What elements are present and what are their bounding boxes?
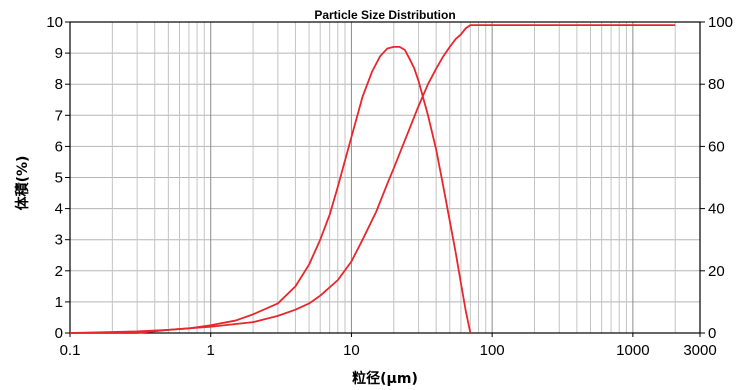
y2-tick-label: 60 — [708, 138, 725, 155]
grid-lines — [70, 22, 700, 333]
x-axis: 0.1 1 10 100 1000 3000 — [60, 333, 717, 359]
y-tick-label: 0 — [55, 325, 63, 342]
x-tick-label: 3000 — [683, 342, 716, 359]
y-tick-label: 10 — [46, 14, 63, 31]
y-tick-label: 7 — [55, 107, 63, 124]
y-tick-label: 4 — [55, 201, 63, 218]
x-tick-label: 100 — [480, 342, 505, 359]
y-axis-label: 体積(%) — [14, 156, 31, 211]
y2-tick-label: 80 — [708, 76, 725, 93]
y2-tick-label: 20 — [708, 263, 725, 280]
chart-title: Particle Size Distribution — [314, 8, 455, 22]
y-tick-label: 6 — [55, 138, 63, 155]
y-axis: 0 1 2 3 4 5 6 7 8 9 10 — [46, 14, 70, 342]
y2-axis: 0 20 40 60 80 100 — [700, 14, 733, 342]
y-tick-label: 5 — [55, 170, 63, 187]
cumulative-series-line — [69, 24, 676, 334]
x-axis-label: 粒径(μm) — [352, 370, 418, 387]
y-tick-label: 1 — [55, 294, 63, 311]
series-group — [69, 24, 676, 334]
y-tick-label: 9 — [55, 45, 63, 62]
x-tick-label: 10 — [343, 342, 360, 359]
distribution-series-line — [70, 45, 472, 334]
y-tick-label: 3 — [55, 232, 63, 249]
y2-tick-label: 100 — [708, 14, 733, 31]
y-tick-label: 2 — [55, 263, 63, 280]
y2-tick-label: 40 — [708, 201, 725, 218]
x-tick-label: 1 — [207, 342, 215, 359]
x-tick-label: 0.1 — [60, 342, 81, 359]
x-tick-label: 1000 — [616, 342, 649, 359]
y2-tick-label: 0 — [708, 325, 716, 342]
y-tick-label: 8 — [55, 76, 63, 93]
